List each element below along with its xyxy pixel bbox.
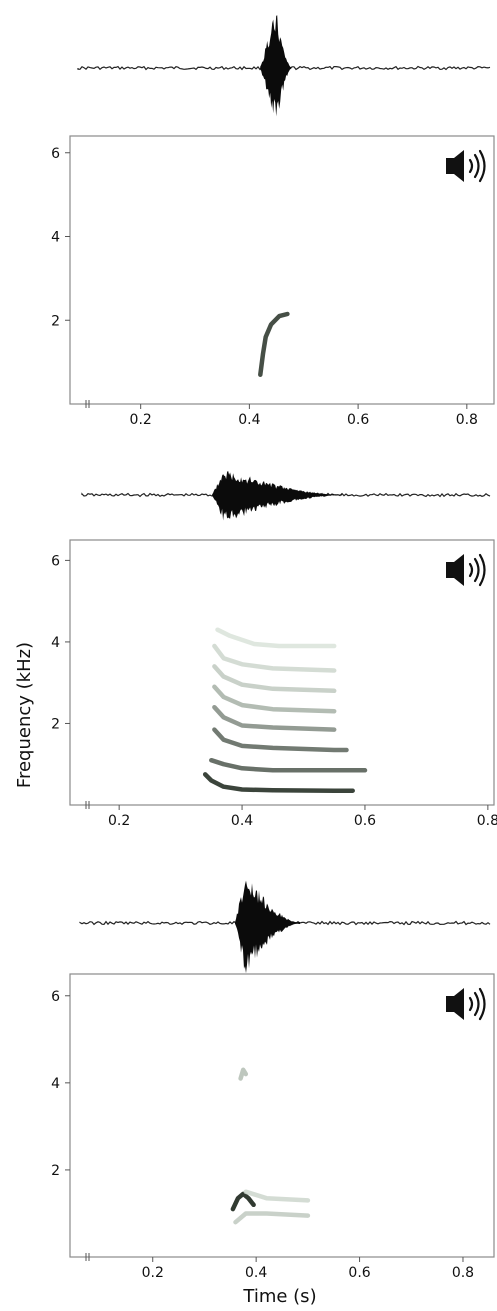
speaker-body [446, 988, 464, 1020]
harmonic-track-3 [212, 727, 349, 753]
speaker-sound-icon[interactable] [446, 149, 486, 183]
x-tick-label-0.6: 0.6 [354, 813, 376, 829]
harmonic-track-2 [209, 757, 368, 773]
spectrogram-frame [69, 135, 495, 405]
speaker-wave-3 [478, 987, 486, 1021]
harmonic-track-2 [233, 1211, 311, 1225]
x-tick-label-0.2: 0.2 [142, 1265, 164, 1281]
y-axis-label: Frequency (kHz) [14, 642, 35, 788]
speaker-wave-2 [473, 991, 480, 1017]
waveform-burst [212, 470, 343, 521]
y-tick-label-2: 2 [51, 313, 60, 329]
harmonic-track-6 [212, 664, 337, 694]
harmonic-track-4 [212, 704, 337, 732]
waveform-burst [235, 880, 300, 974]
spectrogram-tracks [258, 311, 290, 377]
spectrogram-frame [69, 973, 495, 1258]
speaker-sound-icon[interactable] [446, 987, 486, 1021]
x-tick-label-0.6: 0.6 [347, 412, 369, 428]
x-tick-label-0.8: 0.8 [477, 813, 497, 829]
y-tick-label-4: 4 [51, 230, 60, 246]
harmonic-track-1 [202, 772, 355, 793]
panel-2: 2 4 6 0.2 0.4 0.6 0.8 [51, 470, 497, 829]
harmonic-track-1 [258, 311, 290, 377]
panel-1: 2 4 6 0.2 0.4 0.6 0.8 [51, 15, 495, 428]
speaker-wave-1 [468, 996, 474, 1012]
harmonic-track-7 [212, 643, 337, 673]
x-tick-label-0.2: 0.2 [108, 813, 130, 829]
y-tick-label-6: 6 [51, 146, 60, 162]
x-tick-label-0.8: 0.8 [456, 412, 478, 428]
y-tick-label-6: 6 [51, 553, 60, 569]
speaker-body [446, 554, 464, 586]
x-tick-label-0.6: 0.6 [348, 1265, 370, 1281]
x-tick-label-0.4: 0.4 [245, 1265, 267, 1281]
harmonic-track-3 [243, 1189, 311, 1203]
y-tick-label-2: 2 [51, 1163, 60, 1179]
panels-layer: 2 4 6 0.2 0.4 0.6 0.8 2 4 6 0.2 0.4 0.6 0.8 2 4 6 0.2 0.4 0… [51, 15, 497, 1281]
y-tick-label-6: 6 [51, 989, 60, 1005]
waveform-panel-3 [79, 880, 491, 974]
speaker-wave-3 [478, 553, 486, 587]
harmonic-track-5 [212, 684, 337, 714]
speaker-wave-3 [478, 149, 486, 183]
spectrogram-tracks [202, 627, 368, 793]
speaker-sound-icon[interactable] [446, 553, 486, 587]
spectrogram-frame [69, 539, 495, 806]
harmonic-track-1 [230, 1191, 256, 1212]
waveform-panel-2 [81, 470, 491, 521]
speaker-wave-1 [468, 158, 474, 174]
waveform-panel-1 [77, 15, 491, 117]
x-tick-label-0.4: 0.4 [238, 412, 260, 428]
spectrogram-tracks [230, 1067, 311, 1225]
harmonic-track-4 [238, 1067, 249, 1081]
waveform-burst [260, 15, 292, 117]
panel-3: 2 4 6 0.2 0.4 0.6 0.8 [51, 880, 495, 1281]
y-tick-label-4: 4 [51, 1076, 60, 1092]
speaker-body [446, 150, 464, 182]
y-tick-label-2: 2 [51, 716, 60, 732]
harmonic-track-8 [215, 627, 337, 649]
x-tick-label-0.4: 0.4 [231, 813, 253, 829]
x-axis-label: Time (s) [242, 1286, 316, 1307]
x-tick-label-0.2: 0.2 [130, 412, 152, 428]
x-tick-label-0.8: 0.8 [452, 1265, 474, 1281]
y-tick-label-4: 4 [51, 635, 60, 651]
speaker-wave-1 [468, 562, 474, 578]
speaker-wave-2 [473, 153, 480, 179]
speaker-wave-2 [473, 557, 480, 583]
